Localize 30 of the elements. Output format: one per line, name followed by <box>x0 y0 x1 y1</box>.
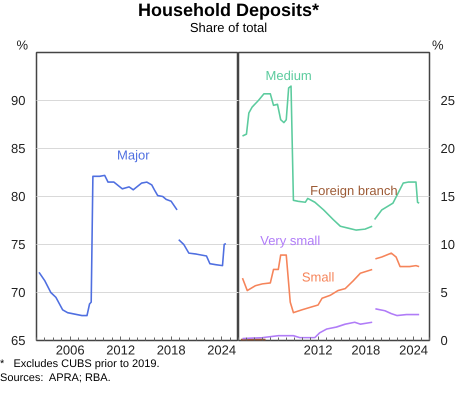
y-tick-label: 90 <box>11 93 26 108</box>
series-label: Major <box>117 148 150 163</box>
x-tick-label: 2006 <box>56 342 85 358</box>
chart-title: Household Deposits* <box>138 0 320 20</box>
y-tick-label: 80 <box>11 189 26 204</box>
x-tick-label: 2024 <box>399 342 428 358</box>
y-tick-label: 70 <box>11 285 26 300</box>
x-tick-label: 2018 <box>156 342 186 358</box>
y2-tick-label: 15 <box>440 189 455 204</box>
y2-tick-label: 20 <box>440 141 455 156</box>
y-axis-title: % <box>16 38 28 52</box>
x-tick-label: 2024 <box>207 342 236 358</box>
y2-tick-label: 5 <box>440 285 448 300</box>
text: Foreign branch <box>310 183 398 198</box>
text: * Excludes CUBS prior to 2019. <box>0 357 160 371</box>
y-tick-label: 85 <box>11 141 26 156</box>
x-tick-label: 2018 <box>351 342 380 358</box>
y2-tick-label: 10 <box>440 237 455 252</box>
x-tick-label: 2012 <box>106 342 136 358</box>
source-note: Sources: APRA; RBA. <box>0 371 111 385</box>
y-tick-label: 75 <box>11 237 26 252</box>
y-tick-label: 65 <box>11 333 26 348</box>
series-label: Medium <box>266 68 312 84</box>
series-label: Small <box>302 270 334 285</box>
y2-tick-label: 0 <box>440 333 448 348</box>
x-tick-label: 2012 <box>304 342 333 358</box>
text: Very small <box>260 233 320 248</box>
y2-tick-label: 25 <box>440 93 455 108</box>
chart-subtitle: Share of total <box>190 20 268 35</box>
y2-axis-title: % <box>432 38 444 52</box>
